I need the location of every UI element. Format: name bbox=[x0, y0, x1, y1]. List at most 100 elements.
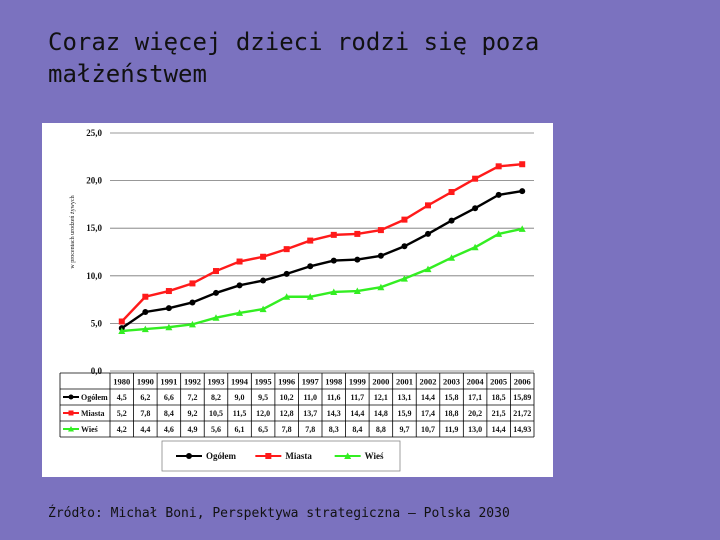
table-cell: 4,4 bbox=[140, 425, 150, 434]
table-cell: 11,7 bbox=[351, 393, 365, 402]
series-line-Miasta bbox=[120, 163, 523, 323]
data-point bbox=[236, 309, 244, 316]
year-label: 2001 bbox=[396, 377, 413, 387]
year-label: 1980 bbox=[113, 377, 130, 387]
data-point bbox=[213, 268, 219, 275]
row-key-marker bbox=[68, 410, 74, 416]
table-cell: 7,2 bbox=[187, 393, 197, 402]
table-cell: 11,6 bbox=[327, 393, 341, 402]
table-cell: 8,2 bbox=[211, 393, 221, 402]
data-point bbox=[306, 293, 314, 300]
y-tick-label: 5,0 bbox=[91, 318, 103, 328]
table-cell: 10,5 bbox=[209, 409, 223, 418]
year-label: 1991 bbox=[160, 377, 177, 387]
data-point bbox=[188, 320, 196, 328]
table-cell: 8,4 bbox=[352, 425, 362, 434]
data-point bbox=[353, 287, 361, 295]
data-point bbox=[495, 191, 502, 198]
year-label: 1998 bbox=[325, 377, 342, 387]
data-point bbox=[283, 270, 290, 277]
series-line-Ogółem bbox=[121, 189, 523, 330]
table-cell: 10,2 bbox=[280, 393, 294, 402]
table-cell: 6,5 bbox=[258, 425, 268, 434]
data-point bbox=[354, 230, 361, 237]
y-tick-label: 25,0 bbox=[86, 128, 102, 138]
data-point bbox=[518, 225, 526, 232]
data-point bbox=[236, 282, 243, 289]
table-cell: 14,4 bbox=[350, 409, 364, 418]
data-point bbox=[401, 216, 408, 223]
table-cell: 14,3 bbox=[327, 409, 341, 418]
legend-label: Ogółem bbox=[206, 451, 236, 461]
data-point bbox=[283, 246, 290, 253]
data-point bbox=[213, 289, 219, 296]
data-point bbox=[330, 257, 337, 264]
table-cell: 13,7 bbox=[303, 409, 317, 418]
data-point bbox=[448, 254, 456, 261]
table-cell: 10,7 bbox=[421, 425, 435, 434]
table-cell: 17,1 bbox=[468, 393, 482, 402]
data-point bbox=[189, 280, 196, 287]
table-cell: 13,1 bbox=[397, 393, 411, 402]
data-point bbox=[260, 253, 267, 260]
table-cell: 12,8 bbox=[280, 409, 294, 418]
data-point bbox=[118, 318, 125, 325]
table-cell: 12,0 bbox=[256, 409, 270, 418]
year-label: 1996 bbox=[278, 377, 295, 387]
table-cell: 7,8 bbox=[140, 409, 150, 418]
table-cell: 8,8 bbox=[376, 425, 386, 434]
table-cell: 14,93 bbox=[513, 425, 531, 434]
chart-panel: 0,0 5,0 10,0 15,0 20,0 25,0 w procentach urodz… bbox=[42, 123, 553, 477]
data-point bbox=[471, 243, 479, 251]
table-cell: 18,5 bbox=[492, 393, 506, 402]
table-cell: 20,2 bbox=[468, 409, 482, 418]
data-point bbox=[283, 293, 291, 300]
legend-label: Miasta bbox=[285, 451, 312, 461]
data-point bbox=[448, 217, 455, 224]
table-cell: 4,5 bbox=[117, 393, 127, 402]
data-point bbox=[142, 293, 149, 300]
year-label: 2004 bbox=[467, 377, 485, 387]
data-point bbox=[424, 265, 432, 273]
table-cell: 4,6 bbox=[164, 425, 174, 434]
data-point bbox=[519, 161, 526, 168]
year-label: 2005 bbox=[490, 377, 507, 387]
table-cell: 11,9 bbox=[445, 425, 459, 434]
table-cell: 5,2 bbox=[117, 409, 127, 418]
table-cell: 4,9 bbox=[187, 425, 197, 434]
row-label: Miasta bbox=[81, 409, 105, 418]
legend-marker bbox=[265, 453, 272, 459]
table-cell: 14,8 bbox=[374, 409, 388, 418]
table-cell: 6,2 bbox=[140, 393, 150, 402]
data-point bbox=[189, 299, 196, 306]
data-point bbox=[307, 263, 314, 270]
data-point bbox=[495, 163, 502, 170]
legend-marker bbox=[344, 452, 352, 459]
table-cell: 9,7 bbox=[399, 425, 409, 434]
year-label: 2006 bbox=[514, 377, 531, 387]
table-cell: 8,3 bbox=[329, 425, 339, 434]
data-point bbox=[330, 288, 338, 295]
data-point bbox=[519, 188, 526, 195]
data-point bbox=[307, 237, 314, 244]
table-cell: 14,4 bbox=[492, 425, 506, 434]
table-cell: 14,4 bbox=[421, 393, 435, 402]
table-cell: 7,8 bbox=[282, 425, 292, 434]
y-tick-label: 10,0 bbox=[86, 271, 102, 281]
row-key-marker bbox=[68, 426, 74, 432]
data-point bbox=[354, 256, 361, 263]
legend-label: Wieś bbox=[365, 451, 384, 461]
row-key-marker bbox=[68, 394, 74, 400]
table-cell: 5,6 bbox=[211, 425, 221, 434]
year-label: 1997 bbox=[302, 377, 320, 387]
table-cell: 11,5 bbox=[233, 409, 247, 418]
table-cell: 17,4 bbox=[421, 409, 435, 418]
data-point bbox=[377, 227, 384, 234]
data-point bbox=[260, 277, 267, 284]
year-label: 1993 bbox=[208, 377, 225, 387]
data-point bbox=[472, 175, 479, 182]
data-point bbox=[165, 323, 173, 331]
data-point bbox=[118, 327, 126, 335]
row-label: Ogółem bbox=[81, 393, 108, 402]
data-point bbox=[236, 258, 243, 265]
